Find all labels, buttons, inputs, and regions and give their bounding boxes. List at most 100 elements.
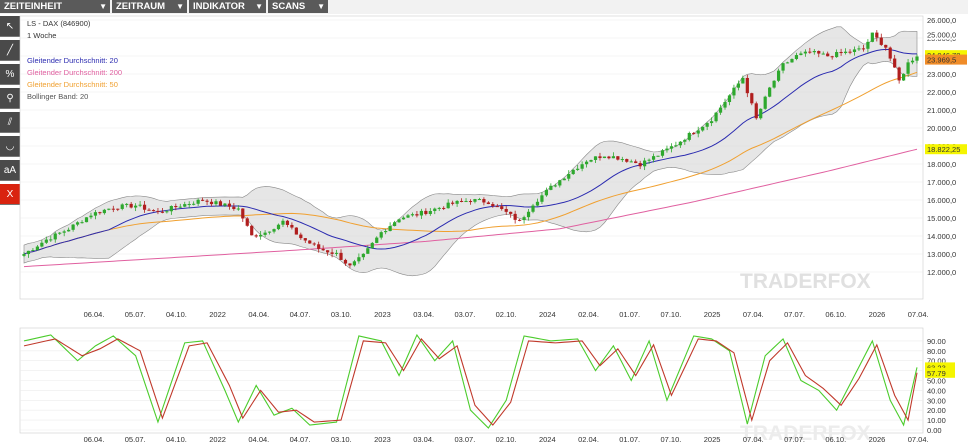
candle: [781, 63, 785, 71]
candle: [201, 199, 205, 201]
candle: [241, 208, 245, 219]
menu-zeiteinheit[interactable]: ZEITEINHEIT ▼: [0, 0, 110, 13]
candle: [468, 201, 473, 203]
candle: [535, 201, 540, 206]
delete-icon[interactable]: X: [0, 184, 20, 205]
time-tick-label: 2022: [209, 435, 226, 444]
time-tick-label: 04.10.: [166, 310, 187, 319]
candle: [451, 202, 455, 204]
candle: [754, 103, 758, 119]
candle: [321, 248, 325, 251]
time-tick-label: 05.07.: [125, 435, 146, 444]
time-tick-label: 04.07.: [290, 310, 311, 319]
candle: [500, 206, 504, 209]
candle: [169, 206, 173, 212]
candle: [584, 161, 589, 165]
candle: [683, 139, 687, 142]
candle: [419, 210, 423, 216]
curve-icon[interactable]: ◡: [0, 136, 20, 157]
cursor-icon[interactable]: ↖: [0, 16, 20, 37]
candle: [343, 259, 348, 264]
legend: LS - DAX (846900) 1 Woche Gleitender Dur…: [27, 19, 122, 101]
candle: [848, 51, 852, 53]
candle: [392, 222, 397, 227]
candle: [49, 239, 53, 241]
time-tick-label: 02.04.: [578, 435, 599, 444]
candle: [71, 224, 75, 230]
candle: [196, 199, 200, 204]
legend-ma50: Gleitender Durchschnitt: 50: [27, 80, 118, 89]
candle: [326, 250, 330, 253]
candle: [638, 163, 642, 167]
zoom-icon[interactable]: ⚲: [0, 88, 20, 109]
candle: [674, 145, 678, 147]
menu-zeitraum[interactable]: ZEITRAUM ▼: [112, 0, 187, 13]
candle: [285, 220, 290, 225]
candle: [111, 208, 115, 210]
candle: [308, 240, 312, 244]
menu-bar: ZEITEINHEIT ▼ ZEITRAUM ▼ INDIKATOR ▼ SCANS ▼: [0, 0, 968, 14]
candle: [464, 201, 468, 203]
menu-scans[interactable]: SCANS ▼: [268, 0, 328, 13]
candle: [214, 201, 218, 205]
candle: [303, 238, 307, 241]
text-size-icon[interactable]: aA: [0, 160, 20, 181]
candle: [651, 156, 656, 160]
oscillator-tick-label: 50.00: [927, 377, 946, 386]
candle: [67, 229, 71, 232]
candle: [549, 185, 553, 190]
candle: [223, 203, 227, 206]
candle: [576, 168, 580, 170]
candle: [227, 203, 231, 207]
oscillator-tick-label: 80.00: [927, 347, 946, 356]
candle: [562, 178, 566, 181]
candle: [352, 261, 357, 266]
price-tick-label: 16.000,0: [927, 196, 956, 205]
candle: [334, 252, 339, 254]
candle: [35, 246, 39, 251]
candle: [401, 217, 406, 220]
candle: [183, 204, 187, 207]
time-tick-label: 2026: [869, 435, 886, 444]
price-tick-label: 21.000,0: [927, 106, 956, 115]
candle: [428, 211, 432, 215]
price-tick-label: 23.000,0: [927, 70, 956, 79]
price-tick-label: 26.000,0: [927, 16, 956, 25]
time-tick-label: 04.10.: [166, 435, 187, 444]
price-label-box: [925, 144, 967, 155]
menu-indikator[interactable]: INDIKATOR ▼: [189, 0, 266, 13]
candle: [209, 201, 214, 205]
drawing-toolbar: ↖ ╱% ⚲ ⫽ ◡ aA X: [0, 16, 20, 226]
percent-icon[interactable]: %: [0, 64, 20, 85]
candle: [410, 214, 415, 216]
candle: [116, 208, 120, 210]
candle: [361, 253, 365, 258]
time-tick-label: 06.10.: [825, 435, 846, 444]
candle: [415, 214, 419, 216]
price-tick-label: 14.000,0: [927, 232, 956, 241]
candle: [634, 161, 638, 164]
candle: [571, 169, 575, 175]
candle: [509, 211, 513, 214]
candle: [294, 227, 298, 235]
time-tick-label: 2023: [374, 435, 391, 444]
oscillator-tick-label: 90.00: [927, 337, 946, 346]
time-tick-label: 2024: [539, 310, 556, 319]
line-icon[interactable]: ╱: [0, 40, 20, 61]
candle: [915, 56, 919, 61]
time-tick-label: 02.10.: [496, 435, 517, 444]
candle: [852, 49, 857, 53]
price-label: 25.000,0: [927, 30, 956, 39]
candle: [424, 210, 428, 215]
parallel-lines-icon[interactable]: ⫽: [0, 112, 20, 133]
candle: [602, 156, 607, 159]
candle: [812, 51, 816, 53]
time-tick-label: 02.04.: [578, 310, 599, 319]
time-tick-label: 03.10.: [331, 435, 352, 444]
caret-down-icon: ▼: [99, 2, 107, 11]
candle: [647, 159, 651, 161]
price-tick-label: 12.000,0: [927, 268, 956, 277]
candle: [187, 204, 191, 206]
candle: [544, 189, 549, 196]
